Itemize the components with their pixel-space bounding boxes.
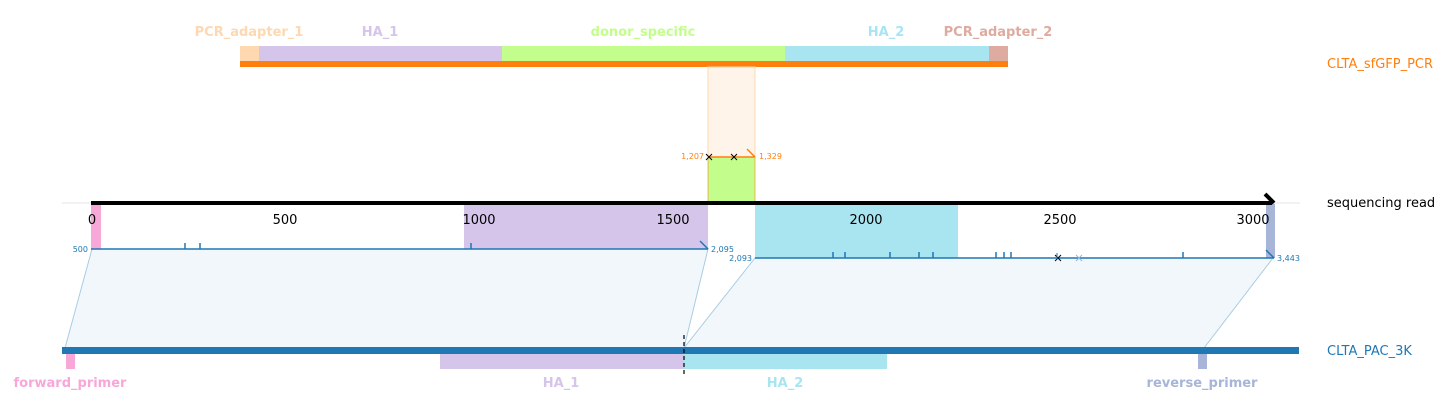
left-alignment-start-label: 500: [73, 245, 88, 254]
pac-feature-reverse-primer: [1198, 354, 1207, 369]
alignment-projections: [64, 248, 1275, 349]
pcr-feature-label-donor-specific: donor_specific: [591, 25, 696, 40]
pac-feature-label-ha-1: HA_1: [543, 376, 580, 391]
read-feature-ha-2: [755, 204, 958, 258]
left-alignment-indels: [184, 243, 472, 249]
right-alignment-start-label: 2,093: [729, 254, 752, 263]
pac-feature-ha-1: [440, 354, 684, 369]
right-alignment-indels: [832, 252, 1184, 258]
pac-track-bar: [62, 347, 1299, 354]
left-alignment-end-label: 2,095: [711, 245, 734, 254]
pcr-feature-label-ha-1: HA_1: [362, 25, 399, 40]
read-tick-label: 1000: [462, 213, 495, 228]
pcr-feature-label-pcr-adapter-2: PCR_adapter_2: [944, 25, 1053, 40]
left-alignment: 500 2,095: [73, 240, 734, 254]
pcr-feature-label-ha-2: HA_2: [868, 25, 905, 40]
right-alignment-mismatches: [1054, 253, 1083, 262]
read-feature-ha-1: [464, 204, 708, 249]
read-tick-label: 500: [273, 213, 298, 228]
pcr-feature-pcr-adapter-1: [240, 46, 259, 61]
pcr-track-bar: [240, 61, 1008, 67]
read-direction-arrow: [1263, 192, 1276, 205]
pcr-feature-label-pcr-adapter-1: PCR_adapter_1: [195, 25, 304, 40]
pac-feature-ha-2: [684, 354, 887, 369]
pcr-feature-donor-specific: [502, 46, 785, 61]
pcr-feature-ha-1: [259, 46, 502, 61]
pcr-feature-pcr-adapter-2: [989, 46, 1008, 61]
read-donor-specific-region: [707, 156, 756, 203]
pcr-alignment-start-label: 1,207: [681, 152, 704, 161]
left-alignment-arrowhead: [699, 240, 709, 250]
pcr-mismatch-markers: [705, 153, 738, 161]
read-tick-label: 0: [88, 213, 96, 228]
right-alignment-arrowhead: [1265, 249, 1275, 259]
pcr-track: PCR_adapter_1 HA_1 donor_specific HA_2 P…: [195, 25, 1433, 72]
pac-feature-label-ha-2: HA_2: [767, 376, 804, 391]
read-feature-reverse-primer: [1266, 204, 1275, 258]
right-alignment: 2,093 3,443: [729, 249, 1300, 263]
read-tick-label: 2500: [1043, 213, 1076, 228]
pcr-alignment-end-label: 1,329: [759, 152, 782, 161]
pac-feature-forward-primer: [66, 354, 75, 369]
read-track: 0 500 1000 1500 2000 2500 3000 sequencin…: [62, 192, 1435, 258]
pac-track-name: CLTA_PAC_3K: [1327, 344, 1412, 359]
pac-feature-label-reverse-primer: reverse_primer: [1147, 376, 1259, 391]
pac-track: forward_primer HA_1 HA_2 reverse_primer …: [14, 335, 1412, 391]
read-tick-label: 1500: [656, 213, 689, 228]
read-tick-label: 2000: [849, 213, 882, 228]
pcr-feature-ha-2: [785, 46, 989, 61]
read-track-name: sequencing read: [1327, 196, 1435, 211]
read-tick-label: 3000: [1236, 213, 1269, 228]
pcr-track-name: CLTA_sfGFP_PCR: [1327, 57, 1433, 72]
pcr-alignment-arrowhead: [746, 148, 756, 158]
left-alignment-projection: [64, 248, 709, 349]
pcr-alignment: 1,207 1,329: [681, 66, 782, 203]
right-alignment-end-label: 3,443: [1277, 254, 1300, 263]
right-alignment-projection: [682, 257, 1275, 349]
read-feature-forward-primer: [91, 204, 101, 249]
pcr-alignment-shading: [707, 66, 756, 158]
pac-feature-label-forward-primer: forward_primer: [14, 376, 128, 391]
